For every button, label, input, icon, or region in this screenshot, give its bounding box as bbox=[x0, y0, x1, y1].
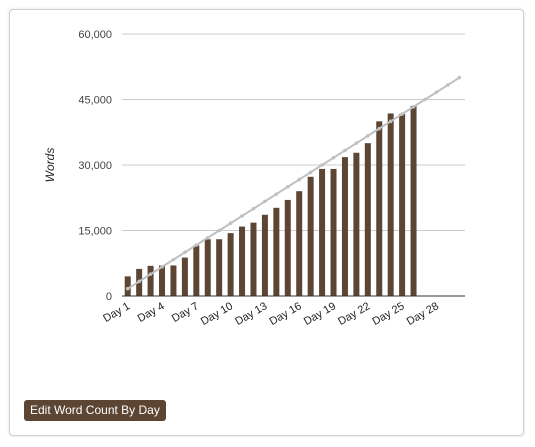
y-tick-label: 0 bbox=[106, 291, 112, 303]
x-tick-label: Day 28 bbox=[405, 300, 441, 328]
target-point-day-9 bbox=[217, 228, 221, 233]
target-point-day-21 bbox=[354, 141, 359, 145]
target-line bbox=[127, 76, 460, 290]
target-point-day-13 bbox=[263, 199, 267, 204]
y-tick-label: 30,000 bbox=[78, 160, 112, 172]
bar-day-17 bbox=[307, 176, 314, 296]
bar-day-5 bbox=[170, 265, 177, 296]
target-point-day-1 bbox=[125, 286, 130, 291]
target-point-day-2 bbox=[137, 279, 141, 284]
x-tick-label: Day 1 bbox=[101, 300, 132, 325]
y-axis-title: Words bbox=[43, 148, 57, 183]
bar-day-23 bbox=[376, 121, 383, 296]
bar-day-20 bbox=[341, 157, 348, 296]
bar-day-19 bbox=[330, 168, 337, 296]
x-tick-label: Day 19 bbox=[302, 300, 338, 328]
bar-day-11 bbox=[239, 226, 246, 296]
target-point-day-25 bbox=[400, 112, 404, 116]
x-tick-label: Day 13 bbox=[233, 300, 269, 328]
target-point-day-22 bbox=[366, 134, 370, 138]
target-point-day-24 bbox=[388, 119, 393, 124]
bar-day-25 bbox=[399, 113, 406, 296]
bar-day-22 bbox=[364, 143, 371, 296]
bar-day-7 bbox=[193, 245, 200, 296]
target-point-day-19 bbox=[331, 155, 336, 160]
grid-lines bbox=[122, 33, 465, 231]
bar-day-14 bbox=[273, 207, 280, 296]
target-point-day-10 bbox=[228, 221, 233, 226]
bar-day-10 bbox=[227, 233, 234, 296]
target-point-day-7 bbox=[194, 243, 199, 247]
x-tick-label: Day 7 bbox=[170, 300, 201, 325]
bar-day-26 bbox=[410, 106, 417, 296]
target-point-day-11 bbox=[240, 214, 244, 218]
target-point-day-28 bbox=[434, 90, 439, 95]
bar-day-24 bbox=[387, 113, 394, 297]
x-tick-label: Day 4 bbox=[136, 300, 167, 325]
y-tick-label: 60,000 bbox=[78, 29, 112, 41]
target-point-day-23 bbox=[377, 126, 382, 131]
target-point-day-15 bbox=[285, 185, 290, 189]
bar-day-6 bbox=[181, 257, 188, 296]
x-tick-label: Day 25 bbox=[370, 300, 406, 328]
target-point-day-18 bbox=[320, 163, 324, 167]
bar-day-3 bbox=[147, 265, 154, 296]
target-point-day-17 bbox=[308, 170, 313, 175]
x-tick-label: Day 22 bbox=[336, 300, 372, 328]
target-point-day-14 bbox=[274, 192, 279, 196]
edit-word-count-button[interactable]: Edit Word Count By Day bbox=[24, 400, 166, 421]
target-point-day-5 bbox=[171, 257, 176, 262]
y-tick-label: 45,000 bbox=[78, 95, 112, 107]
bar-day-21 bbox=[353, 152, 360, 296]
bar-day-8 bbox=[204, 239, 211, 296]
bar-day-1 bbox=[124, 276, 131, 296]
target-point-day-27 bbox=[423, 97, 427, 102]
target-point-day-8 bbox=[205, 235, 210, 240]
bar-day-18 bbox=[319, 168, 326, 296]
bar-day-16 bbox=[296, 191, 303, 296]
bar-day-13 bbox=[261, 214, 268, 296]
target-point-day-4 bbox=[160, 265, 164, 269]
x-tick-label: Day 10 bbox=[199, 300, 235, 328]
target-point-day-16 bbox=[297, 177, 302, 182]
bar-day-4 bbox=[159, 265, 166, 296]
y-tick-label: 15,000 bbox=[78, 226, 112, 238]
y-tick-labels: 0 15,000 30,000 45,000 60,000 bbox=[78, 29, 112, 303]
target-line-series bbox=[125, 75, 462, 291]
x-tick-label: Day 16 bbox=[268, 300, 304, 328]
target-point-day-30 bbox=[457, 75, 462, 80]
target-point-day-6 bbox=[183, 250, 187, 255]
target-point-day-12 bbox=[251, 206, 256, 211]
target-point-day-20 bbox=[343, 148, 347, 153]
bar-day-12 bbox=[250, 222, 257, 296]
bar-series bbox=[124, 106, 417, 297]
target-point-day-29 bbox=[446, 83, 450, 87]
bar-day-15 bbox=[284, 199, 291, 296]
target-point-day-26 bbox=[411, 104, 416, 109]
target-point-day-3 bbox=[148, 272, 153, 276]
bar-day-9 bbox=[216, 239, 223, 296]
